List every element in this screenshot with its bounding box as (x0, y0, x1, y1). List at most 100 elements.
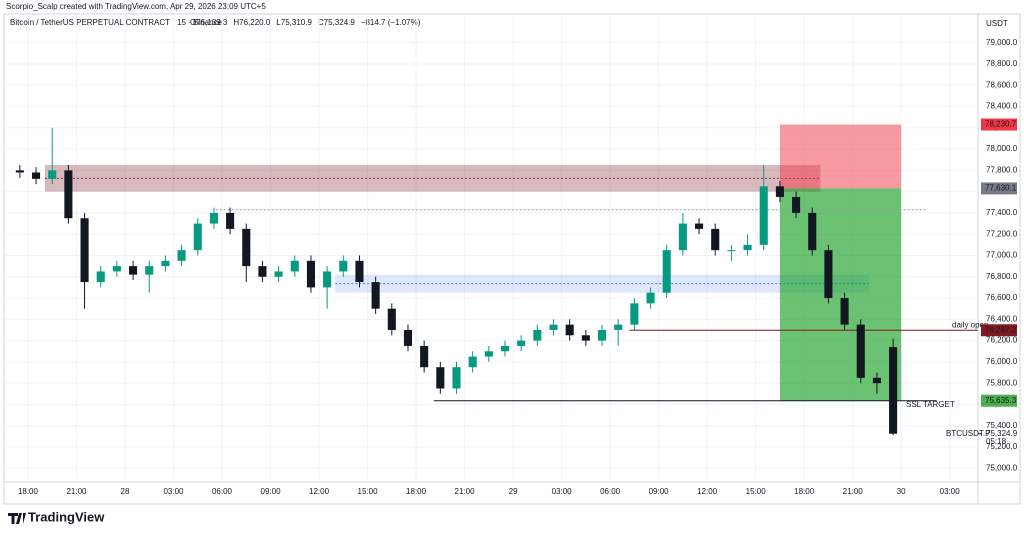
candle-body (452, 367, 461, 389)
last-symbol: BTCUSDT.P (946, 429, 990, 438)
x-tick-label: 21:00 (455, 487, 476, 496)
candle-body (145, 266, 154, 275)
x-tick-label: 06:00 (212, 487, 233, 496)
candle-body (258, 266, 267, 277)
x-tick-label: 06:00 (600, 487, 621, 496)
candle-body (792, 196, 801, 213)
candle-body (387, 308, 396, 330)
candle-body (226, 212, 235, 229)
last-price: 75,324.9 (986, 429, 1018, 438)
price-label-box (981, 394, 1017, 407)
y-tick-label: 76,800.0 (986, 272, 1018, 281)
candle-body (808, 212, 817, 251)
candle-body (80, 218, 89, 283)
candle-body (209, 212, 218, 224)
ohlc-value: O76,139.3 (190, 18, 228, 27)
price-label-box (981, 118, 1017, 131)
x-tick-label: 15:00 (746, 487, 767, 496)
price-label: 77,630.1 (985, 184, 1017, 193)
x-tick-label: 30 (897, 487, 906, 496)
candle-body (565, 324, 574, 336)
candle-body (484, 351, 493, 357)
y-tick-label: 76,200.0 (986, 336, 1018, 345)
countdown: 05:18 (986, 437, 1007, 446)
level-label: daily open (952, 320, 988, 329)
y-tick-label: 79,000.0 (986, 38, 1018, 47)
candle-body (581, 335, 590, 341)
candle-body (420, 345, 429, 368)
x-tick-label: 12:00 (309, 487, 330, 496)
candle-body (355, 260, 364, 283)
ohlc-value: L75,310.9 (276, 18, 312, 27)
candle-body (339, 260, 348, 272)
level-label: SSL TARGET (906, 400, 955, 409)
x-tick-label: 18:00 (18, 487, 39, 496)
candle-body (775, 186, 784, 197)
candle-body (662, 250, 671, 293)
candle-body (15, 170, 24, 173)
candle-body (872, 377, 881, 384)
candle-body (678, 223, 687, 251)
y-tick-label: 78,000.0 (986, 144, 1018, 153)
candle-body (856, 324, 865, 378)
currency: USDT (986, 19, 1008, 28)
candle-body (274, 271, 283, 277)
candle-body (468, 356, 477, 368)
y-tick-label: 75,800.0 (986, 378, 1018, 387)
candle-body (614, 324, 623, 330)
candle-body (695, 223, 704, 229)
x-tick-label: 03:00 (552, 487, 573, 496)
price-label-box (981, 324, 1017, 337)
candle-body (64, 170, 73, 219)
candle-body (48, 170, 57, 179)
x-tick-label: 03:00 (163, 487, 184, 496)
y-tick-label: 76,400.0 (986, 314, 1018, 323)
candle-body (889, 347, 898, 434)
candle-body (177, 250, 186, 261)
stop-zone (779, 124, 902, 189)
target-zone (779, 188, 902, 401)
candle-body (436, 367, 445, 389)
y-tick-label: 77,000.0 (986, 251, 1018, 260)
credit: Scorpio_Scalp created with TradingView.c… (6, 2, 266, 11)
x-tick-label: 29 (509, 487, 518, 496)
ohlc-value: H76,220.0 (233, 18, 270, 27)
x-tick-label: 18:00 (794, 487, 815, 496)
zone (335, 274, 869, 293)
y-tick-label: 77,200.0 (986, 229, 1018, 238)
logo: TradingView (28, 509, 105, 524)
candle-body (129, 266, 138, 275)
candle-body (403, 329, 413, 346)
candle-body (500, 345, 510, 352)
candle-body (32, 172, 41, 179)
y-tick-label: 78,600.0 (986, 80, 1018, 89)
x-tick-label: 18:00 (406, 487, 427, 496)
price-label: 76,297.2 (985, 325, 1017, 334)
candle-body (193, 223, 202, 251)
price-label: 78,230.7 (985, 120, 1017, 129)
y-tick-label: 76,000.0 (986, 357, 1018, 366)
x-tick-label: 21:00 (843, 487, 864, 496)
candle-body (242, 228, 251, 267)
symbol: Bitcoin / TetherUS PERPETUAL CONTRACT · … (10, 18, 222, 27)
candle-body (711, 228, 720, 251)
ohlc-value: C75,324.9 (318, 18, 355, 27)
x-tick-label: 12:00 (697, 487, 718, 496)
y-tick-label: 77,400.0 (986, 208, 1018, 217)
candle-body (840, 298, 849, 325)
x-tick-label: 15:00 (358, 487, 379, 496)
y-tick-label: 75,400.0 (986, 421, 1018, 430)
y-tick-label: 77,800.0 (986, 165, 1018, 174)
y-tick-label: 76,600.0 (986, 293, 1018, 302)
x-tick-label: 28 (121, 487, 130, 496)
candle-body (96, 271, 105, 283)
y-tick-label: 75,200.0 (986, 442, 1018, 451)
candle-body (306, 260, 315, 288)
candle-body (597, 329, 607, 341)
y-tick-label: 78,400.0 (986, 102, 1018, 111)
y-tick-label: 75,000.0 (986, 463, 1018, 472)
candle-body (290, 260, 299, 272)
candle-body (759, 186, 768, 245)
price-label-box (981, 182, 1017, 195)
